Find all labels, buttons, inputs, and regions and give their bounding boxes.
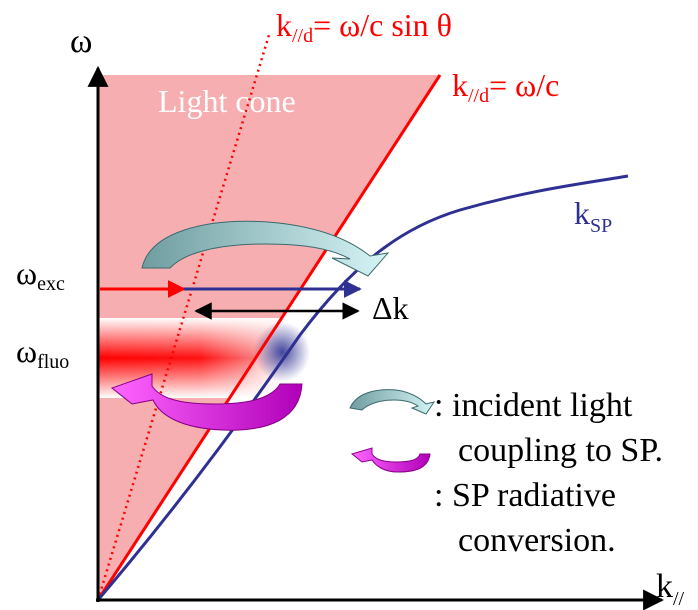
- omega-fluo-label: ωfluo: [16, 333, 69, 373]
- light-cone-label: Light cone: [158, 83, 296, 119]
- oblique-dotted-line: [96, 34, 271, 601]
- x-axis-label: k//: [656, 568, 685, 610]
- light-line: [96, 74, 442, 601]
- light-line-label: k//d= ω/c: [452, 67, 559, 107]
- legend-incident-line1: : incident light: [434, 387, 633, 424]
- legend-incident-line2: coupling to SP.: [458, 432, 663, 469]
- delta-k-label: Δk: [372, 290, 409, 326]
- legend-radiative-arrow-icon: [350, 447, 431, 473]
- legend-incident-arrow-icon: [349, 389, 436, 415]
- radiative-conversion-arrow: [110, 373, 303, 431]
- legend-radiative-line1: : SP radiative: [434, 477, 616, 514]
- sp-curve-label: kSP: [574, 195, 612, 237]
- omega-exc-label: ωexc: [16, 255, 65, 295]
- oblique-line-label: k//d= ω/c sin θ: [276, 7, 452, 47]
- y-axis-label: ω: [70, 23, 92, 60]
- legend-radiative-line2: conversion.: [458, 522, 616, 559]
- incident-coupling-arrow: [141, 220, 390, 277]
